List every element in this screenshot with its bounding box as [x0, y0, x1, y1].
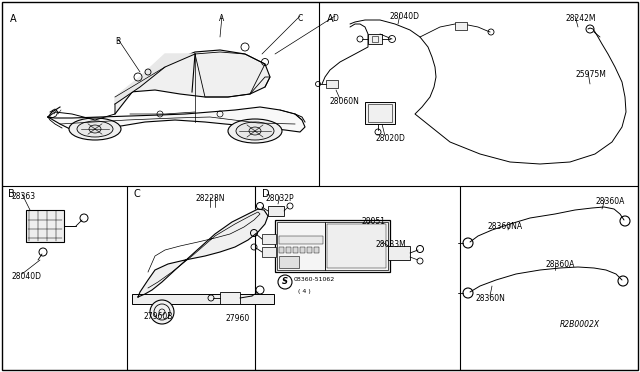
Bar	[365, 102, 395, 124]
Circle shape	[150, 300, 174, 324]
Text: A: A	[10, 14, 17, 24]
Text: 28242M: 28242M	[565, 14, 595, 23]
Bar	[279, 256, 299, 268]
Text: 25975M: 25975M	[575, 70, 606, 79]
Bar	[327, 224, 386, 268]
Bar	[455, 22, 467, 30]
Text: 28033M: 28033M	[376, 240, 407, 249]
Text: 28363: 28363	[12, 192, 36, 201]
Bar	[293, 247, 298, 253]
Text: C: C	[133, 189, 140, 199]
Text: 28040D: 28040D	[390, 12, 420, 21]
Text: 28360N: 28360N	[475, 294, 505, 303]
Ellipse shape	[69, 118, 121, 140]
Text: S: S	[282, 278, 288, 286]
Bar	[26, 210, 64, 242]
Ellipse shape	[236, 122, 274, 140]
Bar	[368, 104, 392, 122]
Text: 08360-51062: 08360-51062	[294, 277, 335, 282]
Text: ( 4 ): ( 4 )	[298, 289, 311, 294]
Text: 28360NA: 28360NA	[488, 222, 523, 231]
Text: 28060N: 28060N	[330, 97, 360, 106]
Polygon shape	[115, 54, 195, 104]
Bar	[314, 247, 319, 253]
Bar	[277, 222, 325, 270]
Text: D: D	[332, 14, 338, 23]
Text: A: A	[220, 14, 225, 23]
Text: R2B0002X: R2B0002X	[560, 320, 600, 329]
Polygon shape	[48, 107, 305, 134]
Bar	[275, 220, 390, 272]
Text: 28020D: 28020D	[375, 134, 405, 143]
Bar	[132, 294, 274, 304]
Text: 28360A: 28360A	[595, 197, 625, 206]
Text: A: A	[327, 14, 333, 24]
Text: B: B	[8, 189, 15, 199]
Text: 27960B: 27960B	[143, 312, 172, 321]
Bar	[279, 236, 323, 244]
Text: 28032P: 28032P	[265, 194, 294, 203]
Bar	[388, 246, 410, 260]
Bar	[325, 222, 388, 270]
Bar	[326, 80, 338, 88]
Ellipse shape	[249, 127, 261, 135]
Text: C: C	[298, 14, 303, 23]
Ellipse shape	[89, 125, 101, 133]
Bar	[307, 247, 312, 253]
Bar	[372, 36, 378, 42]
Bar	[279, 247, 284, 253]
Bar	[268, 206, 284, 216]
Text: 28228N: 28228N	[195, 194, 225, 203]
Bar	[368, 34, 382, 44]
Bar	[220, 292, 240, 304]
Text: 27960: 27960	[225, 314, 249, 323]
Text: 28360A: 28360A	[545, 260, 574, 269]
Bar	[262, 247, 276, 257]
Text: D: D	[262, 189, 269, 199]
Ellipse shape	[77, 121, 113, 137]
Bar	[262, 234, 276, 244]
Bar	[286, 247, 291, 253]
Ellipse shape	[228, 119, 282, 143]
Bar	[300, 247, 305, 253]
Text: B: B	[115, 37, 120, 46]
Polygon shape	[138, 209, 268, 297]
Polygon shape	[115, 50, 270, 114]
Text: 28051: 28051	[362, 217, 386, 226]
Text: 28040D: 28040D	[12, 272, 42, 281]
